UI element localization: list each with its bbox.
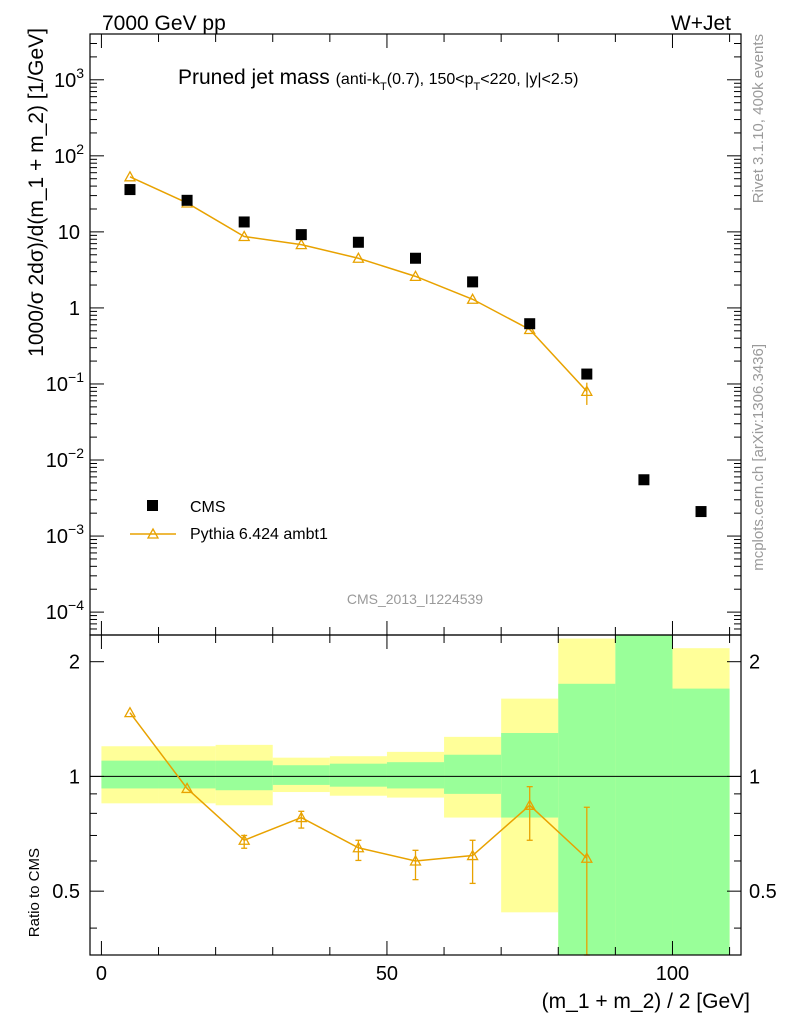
ratio-panel (90, 635, 741, 956)
mc-ratio-point (123, 706, 137, 718)
ratio-band-inner (444, 754, 502, 794)
legend-cms-label: CMS (190, 499, 226, 516)
plot-title-sub-a: (anti-k (336, 71, 381, 88)
y-tick-label-ratio: 2 (69, 652, 80, 674)
rivet-version-text: Rivet 3.1.10, 400k events (750, 34, 767, 203)
y-tick-label-main: 10−1 (46, 369, 84, 396)
mc-ratio-point (352, 841, 365, 853)
y-tick-label-main: 10 (58, 222, 80, 244)
y-axis-title-main: 1000/σ 2dσ)/d(m_1 + m_2) [1/GeV] (25, 28, 48, 357)
legend-mc-label: Pythia 6.424 ambt1 (190, 526, 328, 543)
mc-point (123, 170, 137, 182)
cms-point (410, 252, 421, 264)
mcplots-source-text: mcplots.cern.ch [arXiv:1306.3436] (750, 344, 767, 571)
legend-cms-marker (147, 500, 158, 511)
header-right: W+Jet (671, 12, 731, 35)
mc-point (352, 251, 365, 263)
y-axis-title-ratio: Ratio to CMS (26, 848, 43, 937)
cms-point (524, 318, 536, 330)
plot-title-main: Pruned jet mass (178, 66, 330, 89)
plot-title-sub-b: T (380, 81, 387, 93)
main-panel (123, 170, 707, 518)
x-tick-label: 0 (96, 963, 107, 985)
cms-point (238, 216, 250, 228)
mc-point (238, 230, 251, 242)
plot-title-sub-c: (0.7), 150<p (387, 71, 474, 88)
cms-point (295, 229, 307, 241)
mc-ratio-point (580, 851, 593, 863)
mc-ratio-point (238, 833, 251, 845)
x-tick-label: 50 (376, 963, 398, 985)
cms-point (638, 474, 650, 486)
plot-title-sub-e: <220, |y|<2.5) (480, 71, 578, 88)
cms-point (695, 506, 707, 518)
mc-point (295, 238, 308, 250)
y-tick-label-main: 10−2 (46, 445, 84, 472)
mc-ratio-point (295, 811, 308, 823)
ratio-band-inner (615, 635, 673, 955)
mc-ratio-point (466, 849, 479, 861)
y-tick-label-ratio-right: 2 (749, 652, 760, 674)
y-tick-label-main: 10−3 (46, 521, 84, 548)
cms-point (181, 194, 193, 206)
cms-point (467, 276, 479, 288)
main-frame (89, 33, 742, 636)
mc-point (409, 270, 422, 282)
y-tick-label-main: 102 (54, 141, 84, 168)
mc-ratio-point (180, 782, 194, 794)
mc-ratio-point (409, 854, 422, 866)
ratio-frame (89, 634, 742, 956)
y-tick-label-ratio: 1 (69, 766, 80, 788)
ratio-band-inner (215, 760, 273, 791)
plot-title: Pruned jet mass (anti-kT(0.7), 150<pT<22… (178, 66, 578, 93)
ratio-band-inner (101, 760, 159, 789)
ratio-band-inner (386, 762, 445, 789)
ratio-band-inner (329, 763, 387, 787)
header-left: 7000 GeV pp (102, 12, 226, 35)
ratio-band-inner (672, 688, 730, 955)
y-tick-label-main: 103 (54, 65, 84, 92)
y-tick-label-main: 1 (69, 298, 80, 320)
y-tick-label-ratio-right: 0.5 (749, 881, 777, 903)
legend-mc-marker (146, 527, 160, 539)
x-tick-label: 100 (656, 963, 689, 985)
y-tick-label-ratio-right: 1 (749, 766, 760, 788)
mc-series-line (129, 176, 588, 392)
y-tick-label-main: 10−4 (46, 597, 84, 624)
ratio-band-inner (272, 765, 330, 785)
cms-point (124, 184, 136, 196)
plot-title-sub-d: T (474, 81, 481, 93)
legend: CMS Pythia 6.424 ambt1 (130, 499, 328, 543)
mc-ratio-point (523, 798, 536, 810)
mc-point (580, 385, 593, 396)
analysis-watermark: CMS_2013_I1224539 (347, 591, 483, 607)
cms-point (581, 368, 593, 380)
cms-point (352, 236, 364, 248)
x-axis-title: (m_1 + m_2) / 2 [GeV] (542, 990, 750, 1013)
mc-point (466, 292, 479, 304)
y-tick-label-ratio: 0.5 (52, 881, 80, 903)
